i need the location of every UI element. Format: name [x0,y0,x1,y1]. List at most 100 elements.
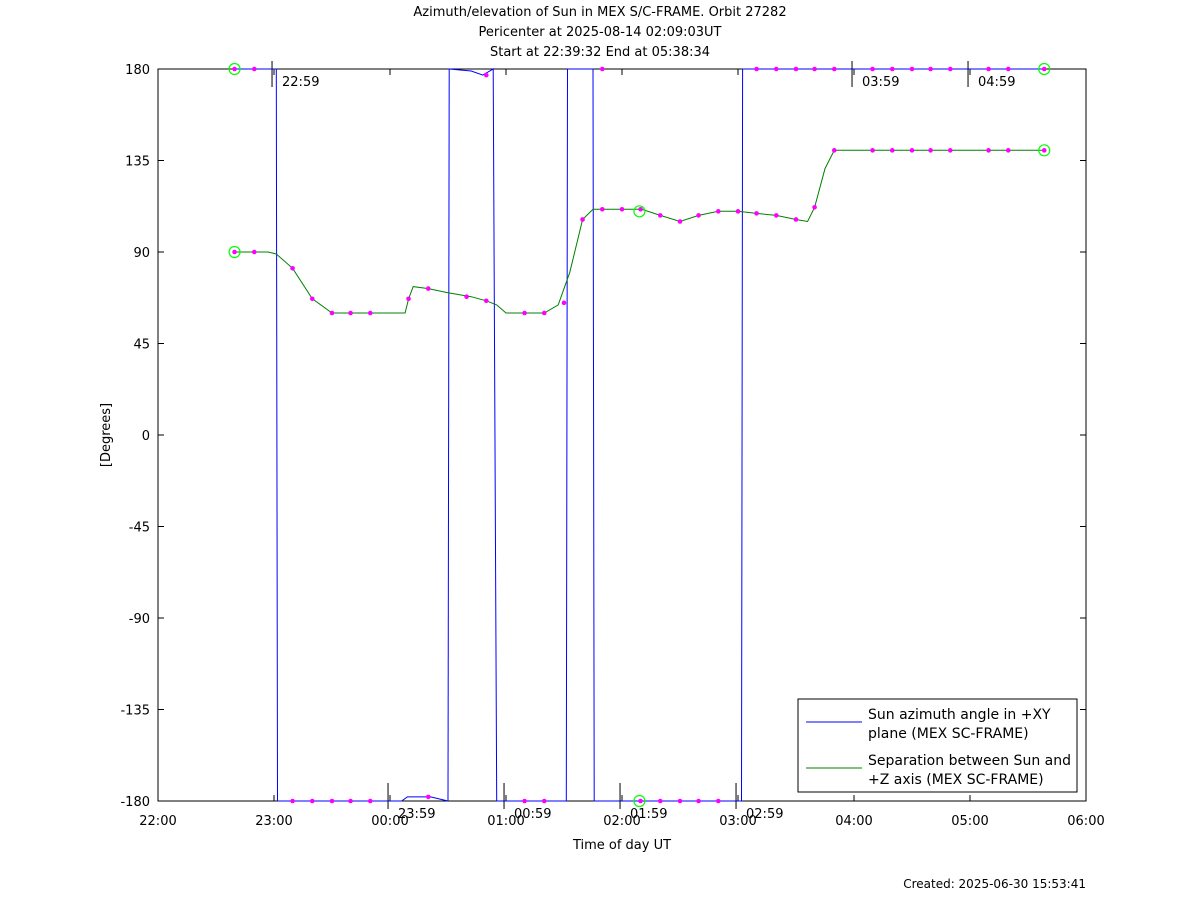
azimuth-marker [367,798,373,804]
hour-annotation-label: 22:59 [282,75,319,90]
azimuth-marker [425,794,431,800]
azimuth-marker [522,798,527,804]
azimuth-marker [657,798,663,804]
y-tick-label: -180 [120,795,150,810]
separation-marker [947,148,953,153]
separation-marker [483,298,489,304]
separation-marker [986,148,991,153]
separation-marker [812,204,817,210]
separation-marker [561,300,567,306]
azimuth-marker [754,66,759,72]
azimuth-marker [831,66,837,72]
azimuth-line-segment [234,68,278,802]
azimuth-marker [947,66,953,72]
created-timestamp: Created: 2025-06-30 15:53:41 [903,877,1086,891]
azimuth-marker [773,66,779,72]
separation-marker [619,207,625,212]
azimuth-marker [309,798,315,804]
azimuth-marker [986,66,991,72]
separation-marker [1005,148,1011,153]
y-tick-label: -45 [129,521,150,536]
legend-label-azimuth: Sun azimuth angle in +XY [868,707,1051,723]
azimuth-line-segment [449,68,498,802]
separation-marker [541,310,547,316]
separation-marker [735,209,741,214]
azimuth-marker [232,66,237,72]
separation-marker [406,296,411,302]
separation-line-segment [234,149,1045,314]
chart-title: Azimuth/elevation of Sun in MEX S/C-FRAM… [413,5,787,20]
separation-marker [1041,148,1047,153]
azimuth-marker [348,798,353,804]
azimuth-line-segment [447,68,450,802]
separation-marker [464,294,469,300]
azimuth-marker [290,798,295,804]
separation-marker [290,265,295,271]
x-tick-label: 22:00 [139,814,176,829]
azimuth-marker [715,798,721,804]
separation-marker [348,310,353,316]
x-tick-label: 05:00 [951,814,988,829]
separation-marker [677,219,683,224]
azimuth-marker [1041,66,1047,72]
y-tick-label: 135 [125,155,150,170]
y-tick-label: -90 [129,612,150,627]
separation-marker [329,310,335,316]
hour-annotation-label: 04:59 [978,75,1015,90]
separation-marker [232,249,237,255]
azimuth-marker [541,798,547,804]
azimuth-line-segment [567,68,595,802]
x-axis-label: Time of day UT [572,838,671,853]
separation-marker [715,209,721,214]
azimuth-marker [638,798,643,804]
azimuth-marker [329,798,335,804]
hour-annotation-label: 02:59 [746,807,783,822]
endpoint-circle [228,245,241,259]
azimuth-marker [677,798,683,804]
endpoint-circle [228,62,241,76]
endpoint-circle [633,205,646,218]
x-tick-label: 03:00 [719,814,756,829]
legend-label-separation: +Z axis (MEX SC-FRAME) [868,772,1044,788]
separation-marker [696,213,701,218]
separation-marker [425,286,431,291]
endpoint-circle [1038,144,1051,157]
separation-marker [793,217,799,222]
hour-annotation-label: 01:59 [630,807,667,822]
x-tick-label: 04:00 [835,814,872,829]
azimuth-marker [599,66,605,72]
azimuth-marker [483,72,489,78]
separation-marker [928,148,933,153]
hour-annotation-label: 00:59 [514,807,551,822]
x-tick-label: 23:00 [255,814,292,829]
endpoint-circle [633,794,646,808]
separation-marker [909,148,915,153]
azimuth-line-segment [496,68,568,802]
azimuth-line-segment [594,68,744,802]
legend-label-azimuth: plane (MEX SC-FRAME) [868,726,1029,742]
separation-marker [638,207,643,212]
azimuth-marker [812,66,817,72]
separation-marker [599,207,605,212]
separation-marker [831,148,837,153]
endpoint-circle [1038,62,1051,76]
x-tick-label: 02:00 [603,814,640,829]
chart-subtitle-pericenter: Pericenter at 2025-08-14 02:09:03UT [478,25,722,40]
legend-box [797,698,1078,793]
x-tick-label: 00:00 [371,814,408,829]
x-tick-label: 06:00 [1067,814,1104,829]
y-tick-label: 90 [133,246,150,261]
chart-subtitle-start-end: Start at 22:39:32 End at 05:38:34 [489,45,711,60]
separation-marker [773,213,779,218]
hour-annotation-label: 23:59 [398,807,435,822]
azimuth-marker [889,66,895,72]
y-tick-label: 45 [133,338,150,353]
x-tick-label: 01:00 [487,814,524,829]
azimuth-marker [251,66,257,72]
azimuth-line-segment [277,796,449,802]
azimuth-marker [696,798,701,804]
y-tick-label: 0 [142,429,150,444]
azimuth-marker [1005,66,1011,72]
y-tick-label: -135 [120,704,150,719]
hour-annotation-label: 03:59 [862,75,899,90]
